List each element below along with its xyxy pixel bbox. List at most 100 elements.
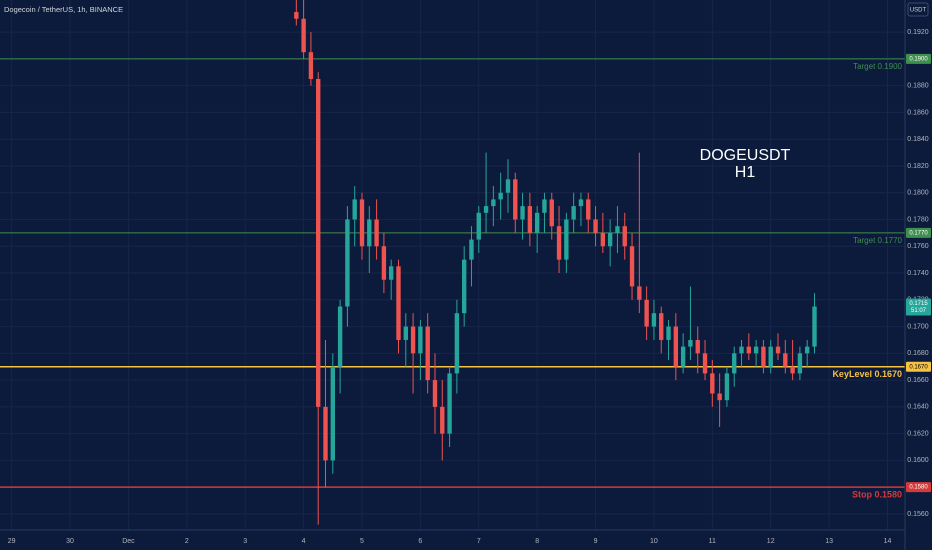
candle-body (600, 232, 606, 247)
x-tick-label: 13 (825, 538, 833, 545)
candle-body (308, 52, 314, 79)
candle-body (316, 78, 321, 407)
candle-body (513, 179, 518, 220)
level-badge (906, 53, 931, 64)
y-tick-label: 0.1760 (907, 243, 929, 250)
y-tick-label: 0.1860 (907, 109, 929, 116)
currency-box[interactable] (907, 2, 929, 17)
x-tick-label: 29 (8, 538, 16, 545)
y-tick-label: 0.1600 (907, 457, 929, 464)
candle-body (564, 219, 569, 260)
candle-body (381, 246, 387, 280)
y-tick-label: 0.1880 (907, 83, 929, 90)
candle-body (454, 313, 460, 374)
candle-body (753, 346, 759, 354)
x-tick-label: 12 (767, 538, 775, 545)
candle-body (637, 286, 642, 300)
candle-body (622, 226, 627, 247)
x-tick-label: 30 (66, 538, 74, 545)
annotation: DOGEUSDT (700, 147, 791, 164)
candle-body (534, 212, 540, 233)
candle-body (418, 326, 423, 354)
countdown-label: 51:07 (911, 308, 927, 314)
candle-body (440, 406, 445, 434)
x-tick-label: 2 (185, 538, 189, 545)
candle-body (520, 206, 525, 220)
y-tick-label: 0.1620 (907, 430, 929, 437)
x-tick-label: 6 (418, 538, 422, 545)
y-tick-label: 0.1660 (907, 377, 929, 384)
level-badge-label: 0.1580 (909, 485, 928, 491)
level-badge (906, 227, 931, 238)
candle-body (396, 266, 401, 340)
level-badge (906, 361, 931, 372)
candle-body (367, 219, 372, 247)
candle-body (732, 353, 737, 374)
y-tick-label: 0.1920 (907, 29, 929, 36)
axes: 0.1560 0.1580 0.1600 0.1620 0.1640 0.1660 0.16… (8, 29, 931, 545)
candle-body (607, 232, 613, 247)
candle-body (797, 353, 803, 374)
candle-body (666, 326, 671, 340)
levels: Target 0.1900 Target 0.1770 KeyLevel 0.167… (0, 58, 905, 500)
candle-body (527, 206, 533, 233)
candle-body (783, 353, 788, 367)
level-label: KeyLevel 0.1670 (832, 369, 902, 379)
candle-body (812, 306, 817, 347)
candle-body (483, 206, 489, 213)
candle-body (498, 192, 503, 200)
x-tick-label: 8 (535, 538, 539, 545)
y-tick-label: 0.1820 (907, 163, 929, 170)
candle-body (549, 199, 554, 227)
candle-body (761, 346, 766, 367)
candle-body (337, 306, 343, 367)
candle-body (556, 226, 562, 260)
candle-body (323, 406, 328, 461)
x-tick-label: 11 (709, 538, 716, 545)
candle-body (659, 313, 664, 340)
level-badge-label: 0.1900 (909, 56, 928, 62)
y-tick-label: 0.1740 (907, 270, 929, 277)
candle-body (403, 326, 408, 340)
x-tick-label: 3 (243, 538, 247, 545)
chart-title: Dogecoin / TetherUS, 1h, BINANCE (4, 5, 123, 14)
candle-body (724, 373, 730, 401)
last-price-label: 0.1715 (909, 301, 928, 307)
candle-body (673, 326, 679, 367)
currency-label[interactable]: USDT (910, 8, 927, 14)
x-tick-label: 9 (594, 538, 598, 545)
candle-body (651, 313, 657, 327)
candle-body (717, 393, 722, 401)
candle-body (805, 346, 810, 354)
x-tick-label: 4 (302, 538, 306, 545)
y-tick-label: 0.1840 (907, 136, 929, 143)
candle-body (542, 199, 547, 213)
candle-body (345, 219, 350, 307)
candle-body (301, 18, 306, 53)
candle-body (294, 12, 299, 19)
y-tick-label: 0.1800 (907, 190, 929, 197)
candle-body (359, 199, 365, 247)
y-tick-label: 0.1680 (907, 350, 929, 357)
level-label: Target 0.1900 (853, 62, 902, 71)
candle-body (330, 366, 335, 461)
y-tick-label: 0.1640 (907, 404, 929, 411)
candle-body (505, 179, 511, 193)
candle-body (425, 326, 430, 381)
candle-body (746, 346, 752, 354)
candle-body (739, 346, 744, 354)
candle-body (695, 339, 700, 354)
candle-body (476, 212, 481, 240)
candle-body (688, 339, 693, 347)
candle-body (615, 226, 620, 233)
candle-body (461, 259, 467, 314)
candle-body (447, 373, 452, 434)
candle-body (768, 346, 773, 367)
candle-body (702, 353, 708, 374)
candle-body (432, 380, 438, 407)
candles (294, 0, 817, 525)
x-tick-label: 10 (650, 538, 658, 545)
x-tick-label: 14 (884, 538, 892, 545)
level-badge-label: 0.1670 (909, 364, 928, 370)
